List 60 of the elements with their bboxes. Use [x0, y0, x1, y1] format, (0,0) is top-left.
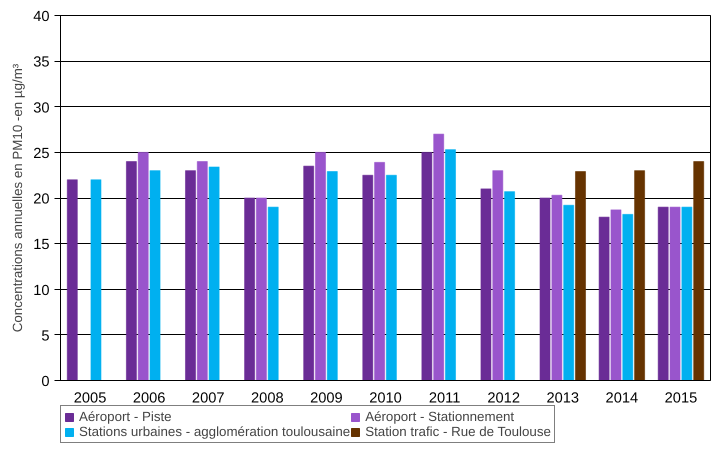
- y-tick-label: 5: [41, 328, 50, 344]
- bar: [551, 194, 562, 380]
- bar: [374, 162, 386, 380]
- x-tick-label: 2013: [546, 390, 580, 406]
- bar: [540, 198, 551, 380]
- bar: [244, 198, 256, 380]
- y-tick-label: 20: [33, 192, 50, 208]
- bar: [314, 152, 326, 380]
- bar: [208, 166, 220, 380]
- y-tick-label: 40: [33, 9, 50, 25]
- bar: [421, 152, 432, 380]
- bar: [196, 161, 208, 380]
- x-tick-label: 2008: [251, 390, 284, 406]
- bar: [610, 209, 622, 380]
- bar: [126, 161, 137, 380]
- legend-label: Aéroport - Stationnement: [365, 409, 514, 424]
- y-tick-label: 30: [33, 100, 50, 116]
- x-tick-label: 2010: [369, 390, 402, 406]
- x-tick-label: 2015: [664, 390, 698, 406]
- y-tick-label: 0: [41, 374, 50, 390]
- bar: [681, 206, 692, 380]
- bar: [622, 214, 634, 380]
- bar: [634, 170, 646, 380]
- y-axis-title: Concentrations annuelles en PM10 -en µg/m³: [10, 63, 26, 332]
- bar: [268, 206, 279, 380]
- bar: [90, 179, 102, 380]
- bar: [492, 170, 504, 380]
- bar: [326, 171, 338, 380]
- bar: [386, 174, 397, 380]
- x-tick-label: 2012: [487, 390, 520, 406]
- x-tick-label: 2006: [132, 390, 166, 406]
- bar: [150, 170, 161, 380]
- bar: [563, 204, 574, 380]
- y-tick-label: 10: [33, 282, 50, 299]
- bar: [66, 179, 78, 380]
- x-tick-label: 2009: [310, 390, 343, 406]
- bar: [444, 149, 456, 380]
- legend-label: Stations urbaines - agglomération toulousaine: [79, 424, 350, 439]
- x-tick-label: 2011: [428, 390, 460, 406]
- bar: [598, 216, 610, 380]
- y-tick-label: 25: [33, 146, 50, 162]
- bar: [693, 161, 704, 380]
- bar: [138, 152, 149, 380]
- bar: [504, 191, 516, 380]
- bar: [362, 174, 374, 380]
- bar: [480, 188, 492, 380]
- bar: [670, 206, 681, 380]
- bar: [184, 170, 196, 380]
- x-tick-label: 2014: [606, 390, 638, 406]
- bar: [433, 134, 444, 380]
- bar: [256, 198, 267, 380]
- x-tick-label: 2007: [192, 390, 225, 406]
- legend-label: Station trafic - Rue de Toulouse: [365, 424, 551, 439]
- bar: [658, 206, 669, 380]
- legend-label: Aéroport - Piste: [79, 409, 172, 424]
- bar: [303, 166, 314, 380]
- y-tick-label: 35: [33, 54, 50, 71]
- bar: [574, 171, 586, 380]
- x-tick-label: 2005: [74, 390, 106, 406]
- y-tick-label: 15: [33, 237, 50, 254]
